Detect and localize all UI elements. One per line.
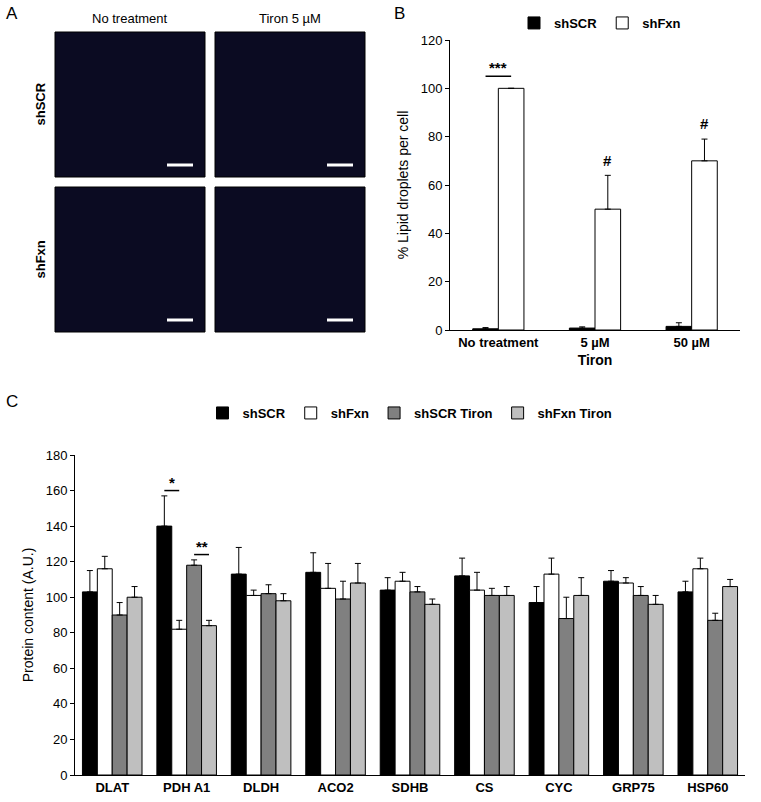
svg-text:120: 120 bbox=[421, 33, 443, 48]
svg-text:Tiron 5 µM: Tiron 5 µM bbox=[259, 11, 321, 26]
svg-text:HSP60: HSP60 bbox=[687, 780, 728, 795]
svg-text:SDHB: SDHB bbox=[392, 780, 429, 795]
svg-text:shSCR: shSCR bbox=[554, 16, 597, 31]
svg-text:shFxn Tiron: shFxn Tiron bbox=[538, 406, 612, 421]
svg-text:No treatment: No treatment bbox=[92, 11, 168, 26]
svg-text:CYC: CYC bbox=[545, 780, 573, 795]
svg-text:#: # bbox=[700, 115, 709, 132]
svg-text:ACO2: ACO2 bbox=[317, 780, 353, 795]
svg-text:140: 140 bbox=[46, 519, 68, 534]
svg-text:***: *** bbox=[489, 59, 507, 76]
svg-text:0: 0 bbox=[435, 323, 442, 338]
svg-text:50 µM: 50 µM bbox=[673, 335, 709, 350]
svg-text:shSCR Tiron: shSCR Tiron bbox=[414, 406, 493, 421]
svg-text:Tiron: Tiron bbox=[578, 352, 613, 368]
svg-text:DLAT: DLAT bbox=[95, 780, 129, 795]
svg-text:shSCR: shSCR bbox=[33, 82, 48, 125]
svg-text:Protein content (A.U.): Protein content (A.U.) bbox=[20, 548, 36, 683]
svg-text:100: 100 bbox=[46, 590, 68, 605]
svg-text:180: 180 bbox=[46, 448, 68, 463]
svg-text:5 µM: 5 µM bbox=[580, 335, 609, 350]
svg-text:60: 60 bbox=[53, 661, 67, 676]
svg-text:#: # bbox=[603, 152, 612, 169]
svg-text:shFxn: shFxn bbox=[33, 240, 48, 278]
svg-text:40: 40 bbox=[53, 696, 67, 711]
svg-text:shSCR: shSCR bbox=[243, 406, 286, 421]
svg-text:PDH A1: PDH A1 bbox=[163, 780, 210, 795]
svg-text:No treatment: No treatment bbox=[458, 335, 539, 350]
svg-text:B: B bbox=[394, 4, 405, 23]
svg-text:A: A bbox=[6, 4, 18, 23]
svg-text:80: 80 bbox=[53, 625, 67, 640]
svg-text:shFxn: shFxn bbox=[331, 406, 369, 421]
svg-text:DLDH: DLDH bbox=[243, 780, 279, 795]
svg-text:100: 100 bbox=[421, 81, 443, 96]
svg-text:0: 0 bbox=[60, 768, 67, 783]
svg-text:shFxn: shFxn bbox=[642, 16, 680, 31]
svg-text:C: C bbox=[6, 392, 18, 411]
svg-text:160: 160 bbox=[46, 483, 68, 498]
svg-text:% Lipid droplets per cell: % Lipid droplets per cell bbox=[395, 111, 411, 260]
svg-text:60: 60 bbox=[428, 178, 442, 193]
svg-text:**: ** bbox=[196, 538, 208, 555]
svg-text:*: * bbox=[169, 474, 175, 491]
svg-text:40: 40 bbox=[428, 226, 442, 241]
svg-text:20: 20 bbox=[428, 274, 442, 289]
svg-text:GRP75: GRP75 bbox=[612, 780, 655, 795]
svg-text:80: 80 bbox=[428, 129, 442, 144]
svg-text:CS: CS bbox=[475, 780, 493, 795]
svg-text:120: 120 bbox=[46, 554, 68, 569]
svg-text:20: 20 bbox=[53, 732, 67, 747]
